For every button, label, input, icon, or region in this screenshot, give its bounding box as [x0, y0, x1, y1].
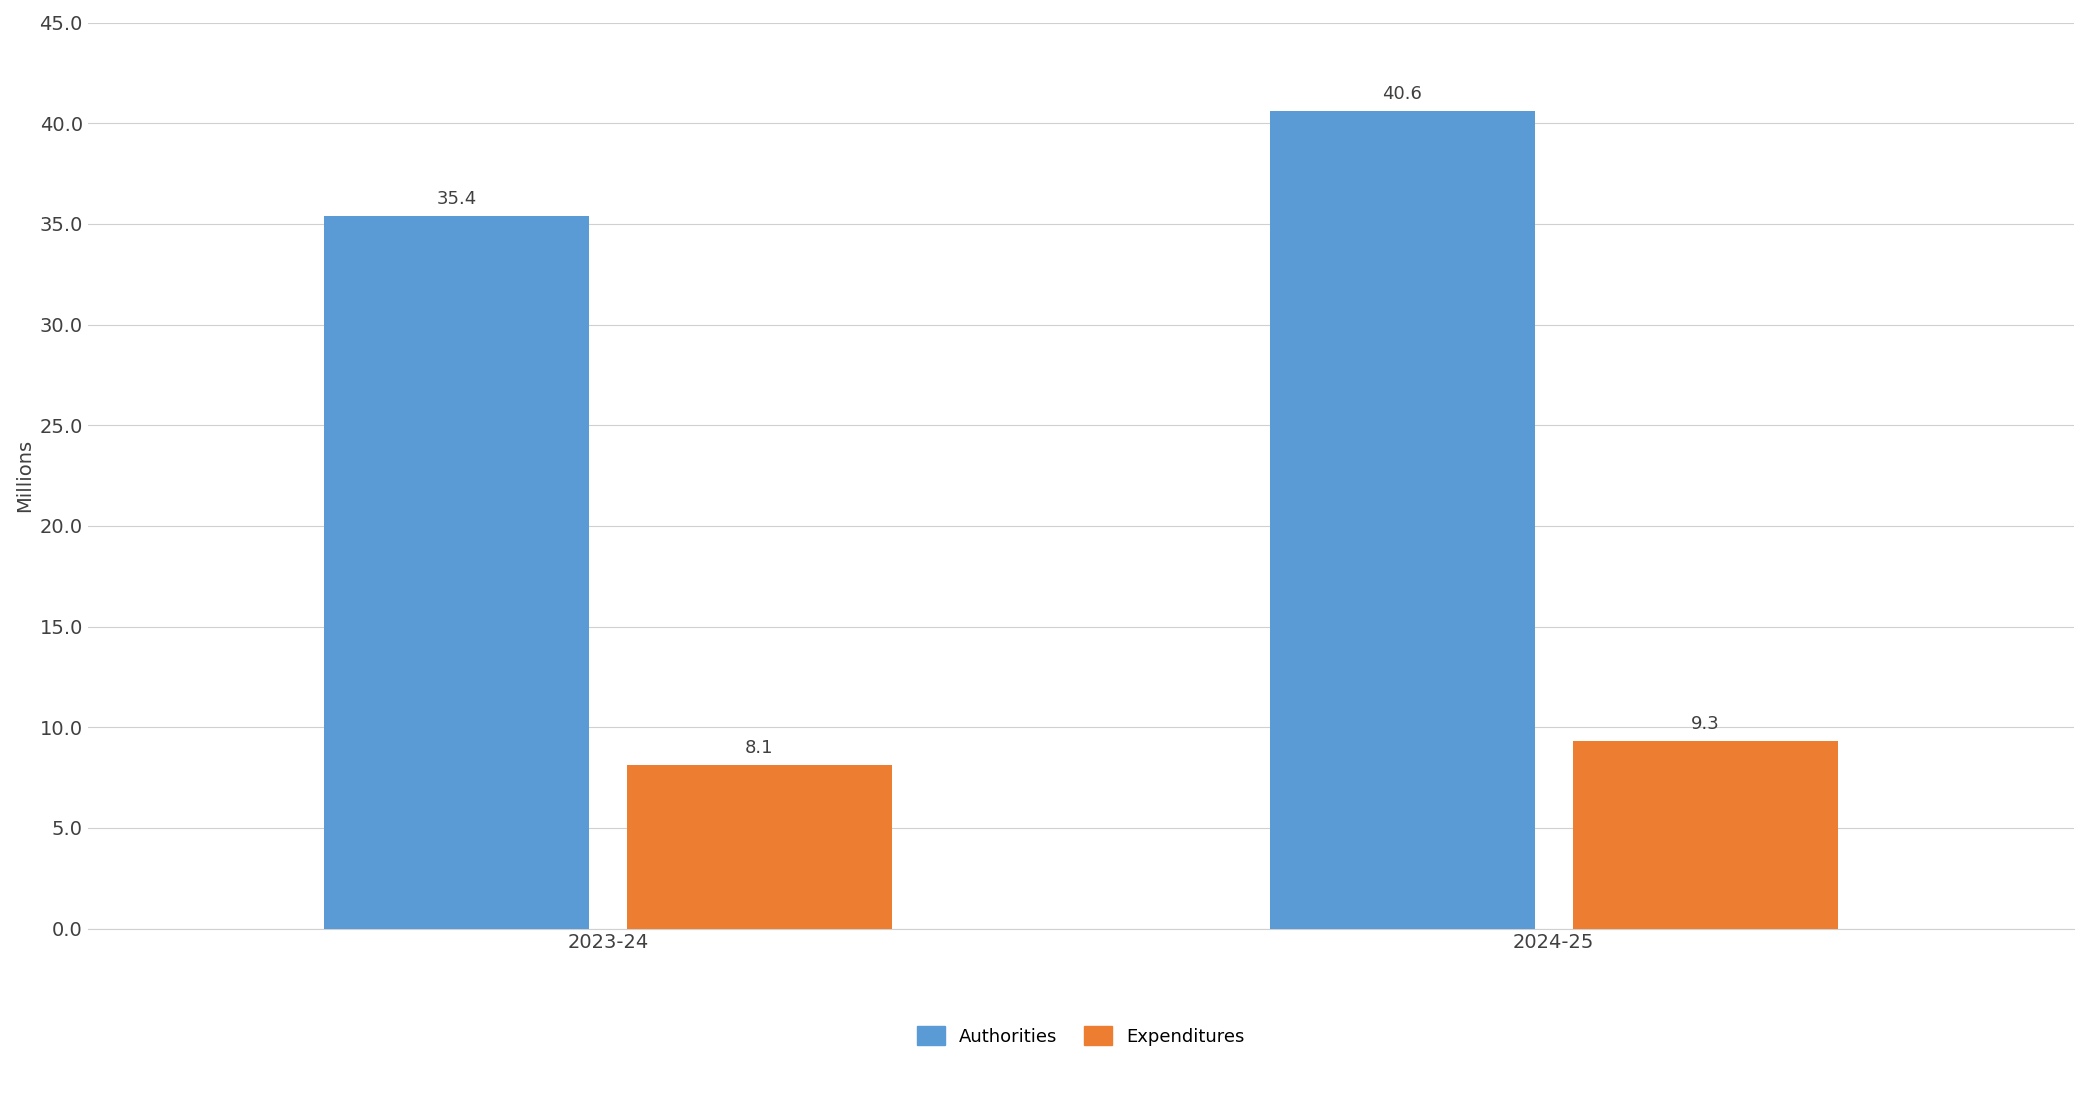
Text: 35.4: 35.4	[437, 189, 476, 207]
Text: 8.1: 8.1	[746, 739, 773, 757]
Y-axis label: Millions: Millions	[15, 439, 33, 512]
Bar	[627, 765, 892, 928]
Legend: Authorities, Expenditures: Authorities, Expenditures	[911, 1019, 1251, 1053]
Bar	[1270, 111, 1535, 928]
Bar	[1573, 741, 1838, 928]
Bar	[324, 216, 589, 928]
Text: 40.6: 40.6	[1383, 85, 1423, 103]
Text: 9.3: 9.3	[1690, 716, 1719, 734]
